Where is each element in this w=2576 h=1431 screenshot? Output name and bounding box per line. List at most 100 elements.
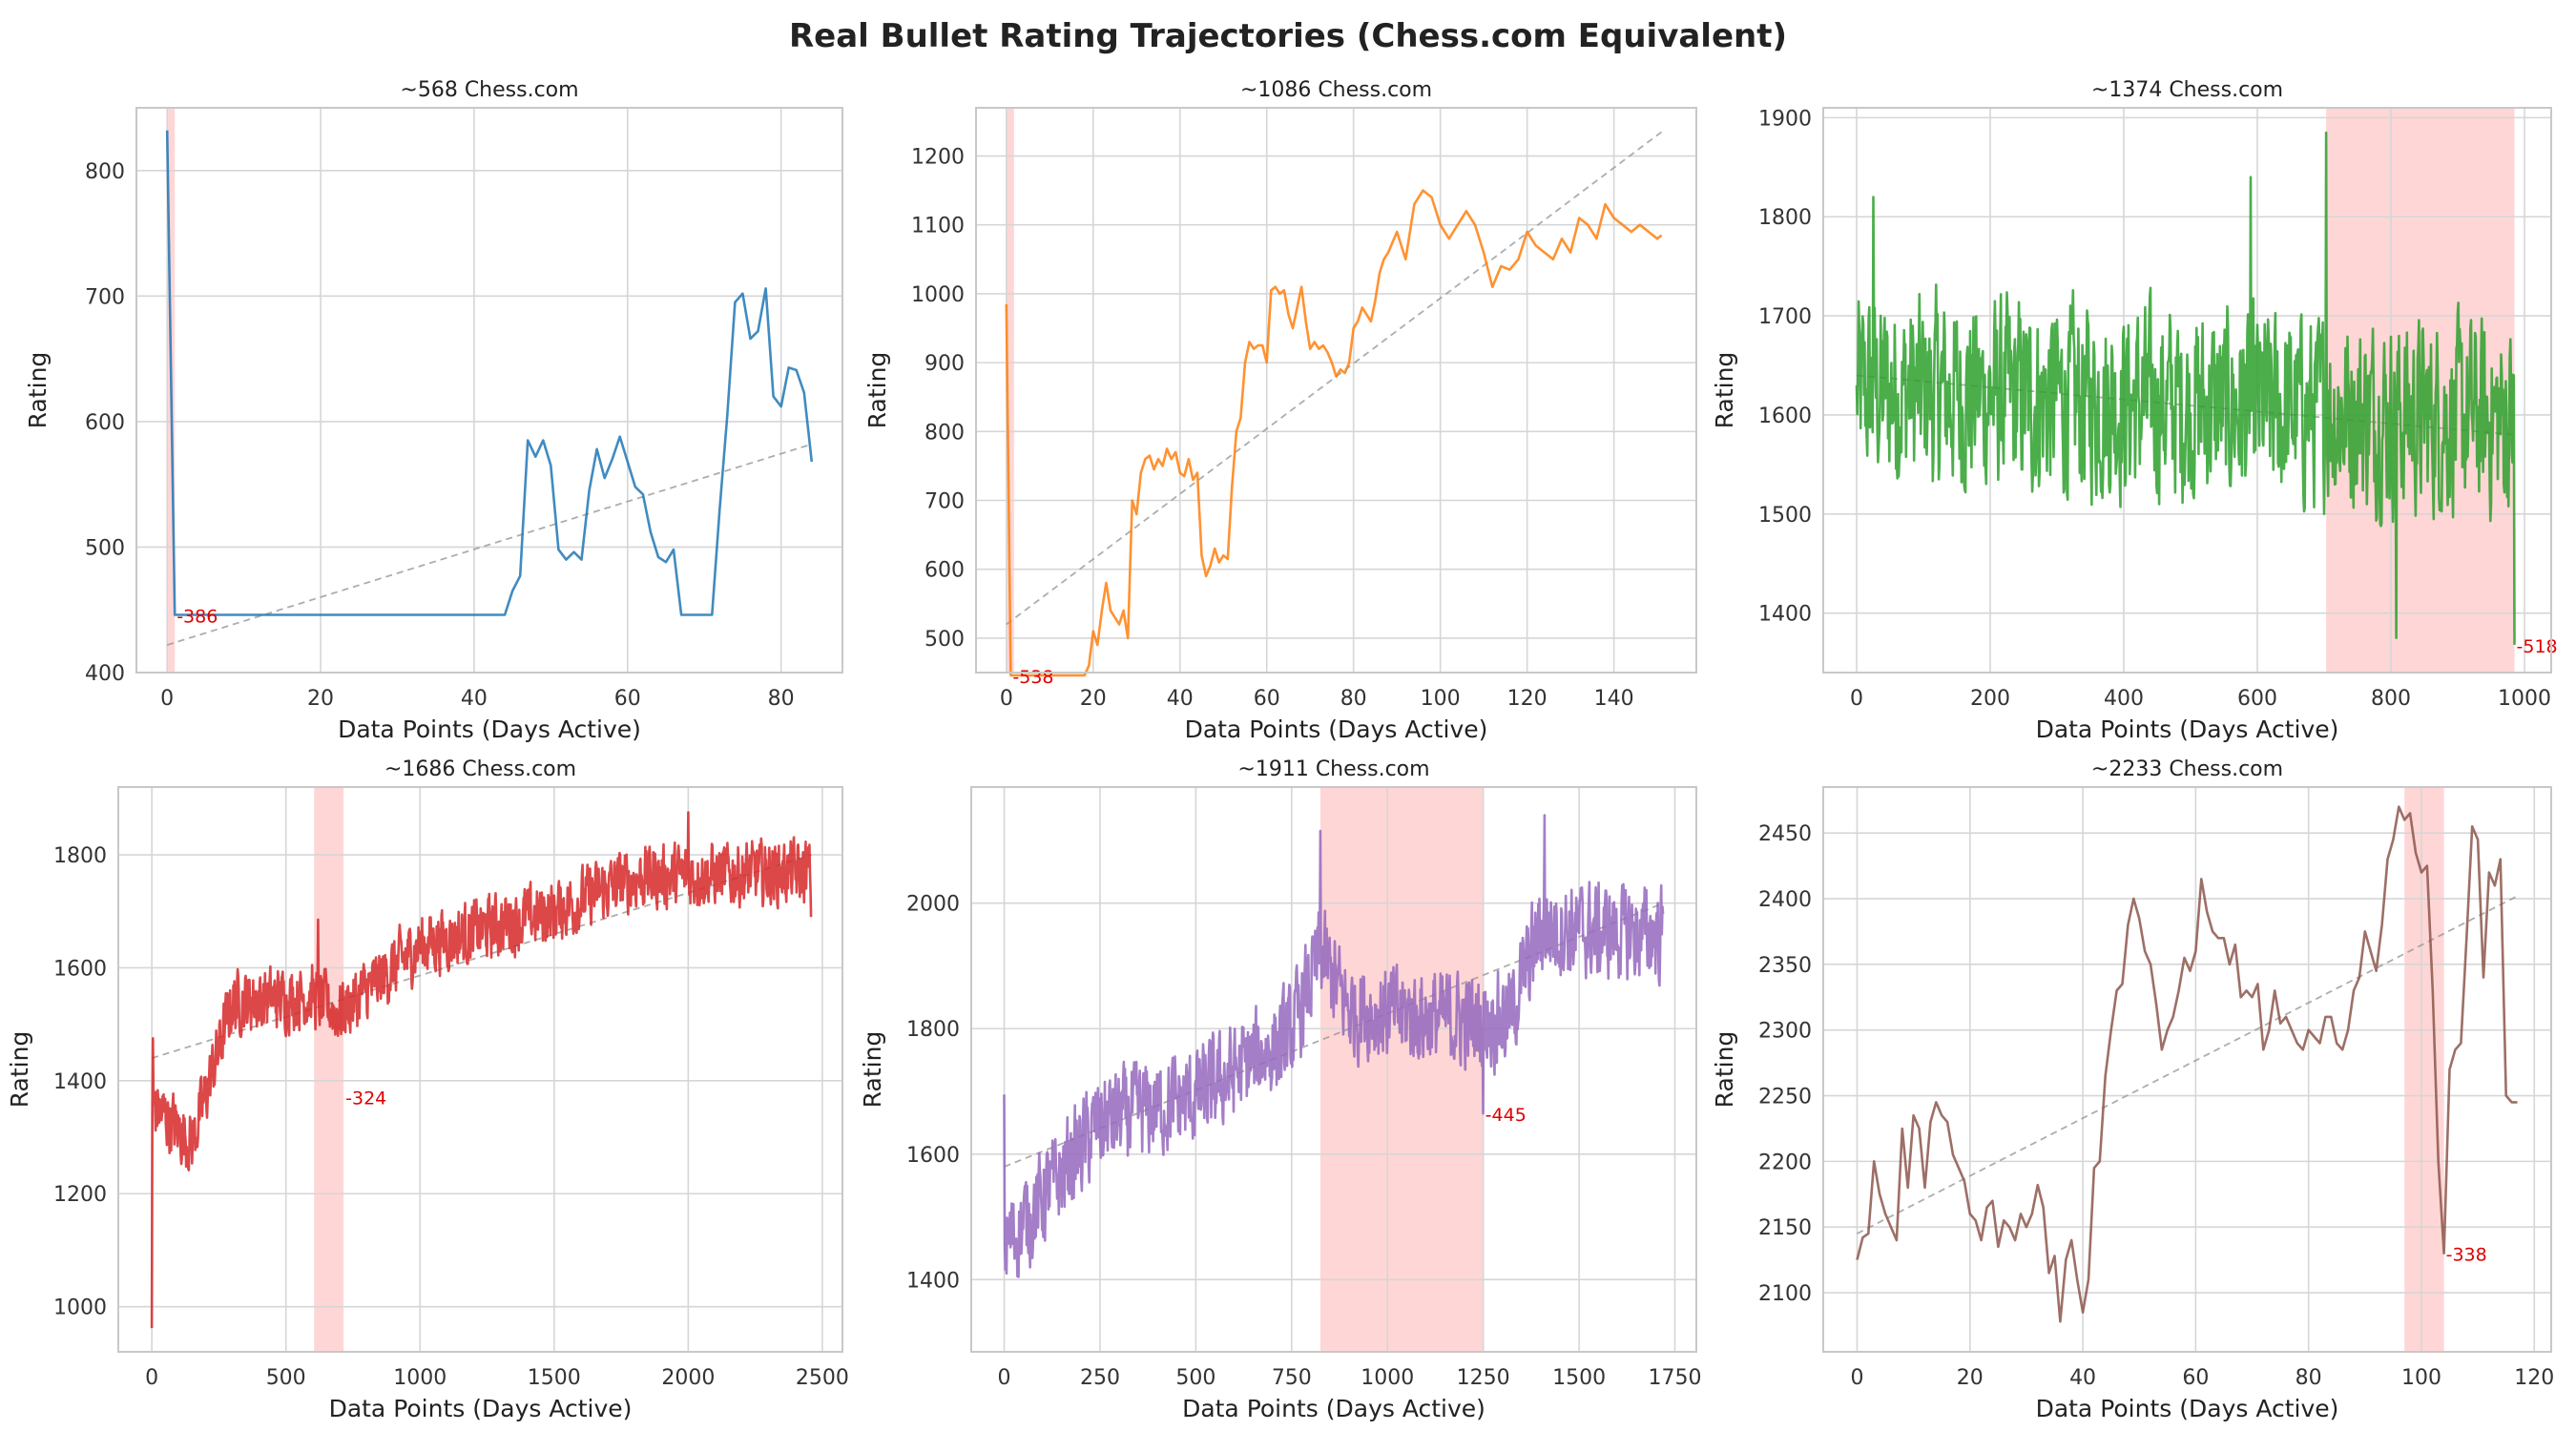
plot-frame bbox=[975, 107, 1697, 674]
y-tick-label: 1600 bbox=[1758, 404, 1812, 428]
x-tick-label: 400 bbox=[2104, 687, 2144, 711]
drawdown-annotation: -324 bbox=[345, 1088, 386, 1109]
plot-frame bbox=[1822, 107, 2552, 674]
y-axis-label: Rating bbox=[859, 1031, 886, 1109]
trend-line bbox=[1857, 895, 2518, 1234]
y-tick-label: 1800 bbox=[1758, 206, 1812, 230]
chart-panel-4: 0 500 1000 1500 2000 2500 1000 1200 1400 1600 1800… bbox=[6, 757, 849, 1422]
y-tick-label: 2300 bbox=[1758, 1020, 1812, 1044]
y-tick-label: 1700 bbox=[1758, 305, 1812, 329]
y-tick-label: 2100 bbox=[1758, 1282, 1812, 1306]
y-tick-label: 800 bbox=[85, 160, 125, 184]
x-tick-label: 140 bbox=[1594, 687, 1634, 711]
x-tick-label: 500 bbox=[266, 1366, 306, 1390]
plot-area bbox=[136, 108, 842, 673]
x-axis-label: Data Points (Days Active) bbox=[1185, 716, 1488, 743]
y-tick-label: 2000 bbox=[906, 893, 960, 917]
y-axis-label: Rating bbox=[1711, 352, 1738, 429]
x-tick-label: 0 bbox=[998, 1366, 1011, 1390]
y-tick-label: 900 bbox=[924, 352, 965, 376]
drawdown-span bbox=[2404, 787, 2444, 1352]
x-tick-label: 60 bbox=[614, 687, 641, 711]
x-tick-label: 1000 bbox=[393, 1366, 447, 1390]
y-tick-label: 600 bbox=[924, 559, 965, 583]
drawdown-annotation: -518 bbox=[2517, 636, 2558, 657]
chart-panel-5: 0 250 500 750 1000 1250 1500 1750 1400 1600 1800 20… bbox=[859, 757, 1702, 1422]
x-axis-label: Data Points (Days Active) bbox=[2036, 1395, 2339, 1422]
x-tick-label: 1000 bbox=[2498, 687, 2551, 711]
plot-frame bbox=[117, 786, 843, 1353]
chart-panel-6: 0 20 40 60 80 100 120 2100 2150 2200 2250 2300 2350 2… bbox=[1711, 757, 2554, 1422]
series-line bbox=[150, 811, 813, 1329]
y-tick-label: 2400 bbox=[1758, 888, 1812, 912]
series-line bbox=[1005, 189, 1663, 677]
x-tick-label: 2000 bbox=[661, 1366, 715, 1390]
y-tick-label: 500 bbox=[924, 628, 965, 652]
series-line bbox=[1003, 814, 1665, 1278]
y-tick-label: 800 bbox=[924, 421, 965, 445]
y-tick-label: 400 bbox=[85, 662, 125, 686]
y-axis-label: Rating bbox=[1711, 1031, 1738, 1109]
x-tick-label: 60 bbox=[1254, 687, 1280, 711]
x-tick-label: 20 bbox=[1957, 1366, 1984, 1390]
chart-panel-1: 0 20 40 60 80 400 500 600 700 800 -386 ~568 Chess.c… bbox=[24, 78, 843, 743]
x-tick-label: 20 bbox=[1080, 687, 1107, 711]
chart-panel-2: 0 20 40 60 80 100 120 140 500 600 700 800 900 1000 110… bbox=[863, 78, 1697, 743]
plot-area bbox=[971, 787, 1696, 1352]
drawdown-annotation: -386 bbox=[177, 606, 218, 627]
x-tick-label: 2500 bbox=[796, 1366, 849, 1390]
x-axis-label: Data Points (Days Active) bbox=[1182, 1395, 1485, 1422]
panel-title: ~2233 Chess.com bbox=[2091, 757, 2283, 781]
panel-title: ~1374 Chess.com bbox=[2091, 78, 2283, 102]
x-tick-label: 0 bbox=[1850, 1366, 1863, 1390]
drawdown-annotation: -338 bbox=[2446, 1245, 2487, 1266]
y-tick-label: 1200 bbox=[53, 1183, 107, 1207]
x-tick-label: 1250 bbox=[1457, 1366, 1510, 1390]
y-tick-label: 1900 bbox=[1758, 107, 1812, 131]
y-tick-label: 2350 bbox=[1758, 954, 1812, 978]
x-tick-label: 1500 bbox=[1552, 1366, 1606, 1390]
x-tick-label: 1000 bbox=[1361, 1366, 1414, 1390]
y-tick-label: 1400 bbox=[906, 1269, 960, 1293]
x-tick-label: 0 bbox=[1850, 687, 1863, 711]
y-tick-label: 500 bbox=[85, 536, 125, 560]
y-tick-label: 600 bbox=[85, 411, 125, 435]
x-axis-label: Data Points (Days Active) bbox=[329, 1395, 633, 1422]
y-tick-label: 1000 bbox=[53, 1296, 107, 1320]
series-line bbox=[165, 130, 814, 616]
x-tick-label: 80 bbox=[2296, 1366, 2322, 1390]
x-tick-label: 20 bbox=[307, 687, 334, 711]
x-tick-label: 500 bbox=[1175, 1366, 1215, 1390]
y-tick-label: 2150 bbox=[1758, 1216, 1812, 1240]
x-tick-label: 100 bbox=[1421, 687, 1461, 711]
x-tick-label: 200 bbox=[1970, 687, 2010, 711]
x-tick-label: 120 bbox=[2514, 1366, 2554, 1390]
x-axis-label: Data Points (Days Active) bbox=[2036, 716, 2339, 743]
y-axis-label: Rating bbox=[863, 352, 891, 429]
y-tick-label: 1400 bbox=[53, 1070, 107, 1094]
y-tick-label: 1000 bbox=[911, 283, 965, 307]
x-tick-label: 40 bbox=[1167, 687, 1194, 711]
x-axis-label: Data Points (Days Active) bbox=[338, 716, 641, 743]
x-tick-label: 100 bbox=[2401, 1366, 2441, 1390]
drawdown-span bbox=[1319, 787, 1484, 1352]
panel-title: ~1686 Chess.com bbox=[384, 757, 576, 781]
y-tick-label: 1800 bbox=[906, 1018, 960, 1042]
x-tick-label: 250 bbox=[1080, 1366, 1120, 1390]
x-tick-label: 1500 bbox=[528, 1366, 581, 1390]
x-tick-label: 80 bbox=[768, 687, 795, 711]
drawdown-span bbox=[1006, 108, 1014, 673]
y-axis-label: Rating bbox=[24, 352, 52, 429]
trend-line bbox=[166, 443, 813, 646]
panel-title: ~568 Chess.com bbox=[400, 78, 578, 102]
y-tick-label: 1800 bbox=[53, 844, 107, 868]
x-tick-label: 80 bbox=[1340, 687, 1367, 711]
y-axis-label: Rating bbox=[6, 1031, 33, 1109]
plot-area bbox=[976, 108, 1696, 673]
series-line bbox=[1855, 131, 2516, 645]
panel-title: ~1911 Chess.com bbox=[1237, 757, 1429, 781]
x-tick-label: 750 bbox=[1272, 1366, 1312, 1390]
plot-area bbox=[1823, 787, 2551, 1352]
y-tick-label: 1600 bbox=[906, 1144, 960, 1168]
